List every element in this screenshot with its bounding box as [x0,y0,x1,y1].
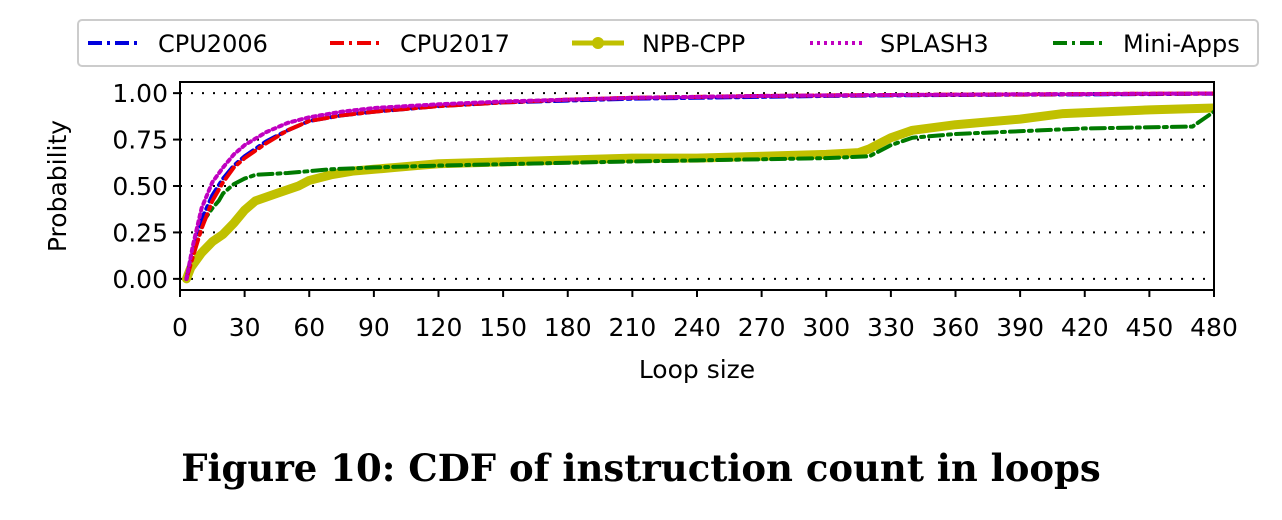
series-layer [181,91,1214,284]
series-line-npb-cpp [181,103,1214,284]
series-line-cpu2017 [184,91,1214,281]
cdf-chart: CPU2006 CPU2017 NPB-CPP SPLASH3 Mini-Apps 0 3… [43,19,1259,384]
legend-item-cpu2006: CPU2006 [88,30,268,58]
legend: CPU2006 CPU2017 NPB-CPP SPLASH3 Mini-Apps [77,19,1259,67]
series-line-mini-apps [184,109,1214,281]
x-tick-label: 0 [172,313,188,342]
y-tick-label: 0.50 [112,172,168,201]
x-tick-label: 60 [293,313,325,342]
x-tick-label: 180 [544,313,592,342]
y-axis-label: Probability [43,120,72,252]
x-tick-label: 120 [415,313,463,342]
y-tick-label: 0.00 [112,265,168,294]
x-tick-label: 30 [229,313,261,342]
x-tick-label: 210 [609,313,657,342]
legend-box [77,19,1259,67]
series-line-splash3 [184,91,1214,281]
legend-item-splash3: SPLASH3 [810,30,989,58]
y-tick-label: 0.75 [112,126,168,155]
x-tick-label: 150 [479,313,527,342]
series-line-cpu2006 [184,91,1214,281]
y-tick-label: 0.25 [112,218,168,247]
legend-item-cpu2017: CPU2017 [330,30,510,58]
x-tick-label: 300 [802,313,850,342]
legend-item-npb-cpp: NPB-CPP [572,30,745,58]
legend-label: Mini-Apps [1123,30,1240,58]
legend-label: CPU2006 [158,30,268,58]
y-axis-ticks: 0.00 0.25 0.50 0.75 1.00 [112,79,180,294]
figure-caption: Figure 10: CDF of instruction count in l… [181,446,1101,490]
x-tick-label: 420 [1061,313,1109,342]
legend-marker [592,37,604,49]
legend-item-mini-apps: Mini-Apps [1053,30,1240,58]
x-axis-label: Loop size [639,355,755,384]
x-tick-label: 480 [1190,313,1238,342]
legend-label: CPU2017 [400,30,510,58]
x-tick-label: 90 [358,313,390,342]
x-tick-label: 270 [738,313,786,342]
x-tick-label: 330 [867,313,915,342]
y-tick-label: 1.00 [112,79,168,108]
legend-label: NPB-CPP [642,30,745,58]
x-tick-label: 390 [996,313,1044,342]
x-tick-label: 450 [1126,313,1174,342]
y-gridlines [180,92,1214,280]
legend-label: SPLASH3 [880,30,989,58]
x-tick-label: 360 [932,313,980,342]
x-axis-ticks: 0 30 60 90 120 150 180 210 240 270 300 330 360 390 420… [172,290,1238,342]
x-tick-label: 240 [673,313,721,342]
